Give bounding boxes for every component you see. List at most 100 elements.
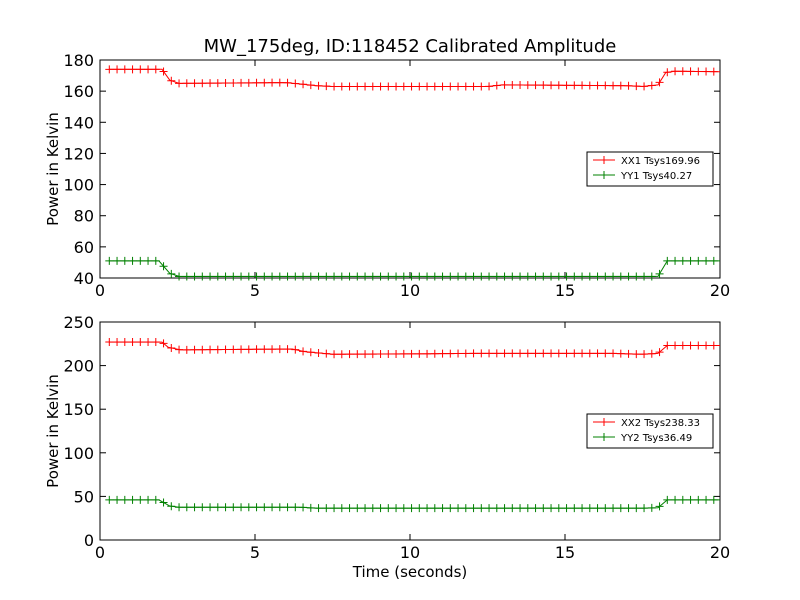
data-point bbox=[368, 272, 377, 281]
data-point bbox=[454, 349, 463, 358]
data-point bbox=[454, 504, 463, 513]
data-point bbox=[120, 338, 129, 347]
data-point bbox=[578, 504, 587, 513]
data-point bbox=[709, 341, 718, 350]
series-1 bbox=[105, 338, 720, 359]
legend-box bbox=[586, 151, 714, 187]
subplot-bottom-legend: XX2 Tsys238.33 YY2 Tsys36.49 bbox=[586, 413, 714, 449]
data-point bbox=[229, 345, 238, 354]
data-point bbox=[221, 503, 230, 512]
data-point bbox=[477, 504, 486, 513]
data-point bbox=[306, 272, 315, 281]
data-point bbox=[283, 272, 292, 281]
data-point bbox=[345, 272, 354, 281]
data-point bbox=[399, 272, 408, 281]
data-point bbox=[709, 495, 718, 504]
data-point bbox=[306, 503, 315, 512]
data-point bbox=[260, 503, 269, 512]
data-point bbox=[554, 272, 563, 281]
data-point bbox=[306, 81, 315, 90]
data-point bbox=[554, 81, 563, 90]
data-point bbox=[275, 503, 284, 512]
data-point bbox=[531, 81, 540, 90]
data-point bbox=[268, 503, 277, 512]
data-point bbox=[663, 495, 672, 504]
data-point bbox=[353, 272, 362, 281]
data-point bbox=[593, 349, 602, 358]
data-point bbox=[609, 81, 618, 90]
data-point bbox=[120, 495, 129, 504]
data-point bbox=[485, 272, 494, 281]
data-point bbox=[237, 78, 246, 87]
data-point bbox=[345, 82, 354, 91]
y-tick-label: 150 bbox=[63, 400, 94, 419]
data-point bbox=[547, 81, 556, 90]
data-point bbox=[206, 345, 215, 354]
data-point bbox=[221, 345, 230, 354]
data-point bbox=[477, 272, 486, 281]
data-point bbox=[454, 272, 463, 281]
data-point bbox=[694, 495, 703, 504]
data-point bbox=[446, 349, 455, 358]
data-point bbox=[167, 343, 176, 352]
data-point bbox=[136, 65, 145, 74]
data-point bbox=[361, 504, 370, 513]
data-point bbox=[640, 350, 649, 359]
data-point bbox=[516, 504, 525, 513]
data-point bbox=[516, 349, 525, 358]
x-tick-label: 20 bbox=[710, 281, 730, 300]
data-point bbox=[376, 504, 385, 513]
data-point bbox=[337, 350, 346, 359]
data-point bbox=[624, 272, 633, 281]
data-point bbox=[182, 503, 191, 512]
data-point bbox=[423, 349, 432, 358]
data-point bbox=[438, 349, 447, 358]
data-point bbox=[655, 502, 664, 511]
data-point bbox=[694, 256, 703, 265]
data-point bbox=[624, 349, 633, 358]
data-point bbox=[407, 82, 416, 91]
data-point bbox=[516, 81, 525, 90]
data-point bbox=[190, 272, 199, 281]
data-point bbox=[702, 256, 711, 265]
data-point bbox=[330, 350, 339, 359]
x-tick-label: 15 bbox=[555, 281, 575, 300]
data-point bbox=[686, 67, 695, 76]
data-point bbox=[151, 495, 160, 504]
y-tick-label: 40 bbox=[74, 269, 94, 288]
data-point bbox=[446, 504, 455, 513]
data-point bbox=[376, 272, 385, 281]
data-point bbox=[500, 349, 509, 358]
data-point bbox=[539, 349, 548, 358]
data-point bbox=[105, 256, 114, 265]
data-point bbox=[151, 65, 160, 74]
data-point bbox=[175, 345, 184, 354]
data-point bbox=[430, 349, 439, 358]
data-point bbox=[330, 504, 339, 513]
x-tick-label: 0 bbox=[95, 281, 105, 300]
data-point bbox=[120, 256, 129, 265]
data-point bbox=[562, 272, 571, 281]
data-point bbox=[291, 345, 300, 354]
data-point bbox=[345, 350, 354, 359]
data-point bbox=[407, 349, 416, 358]
data-point bbox=[399, 82, 408, 91]
data-point bbox=[306, 348, 315, 357]
data-point bbox=[554, 504, 563, 513]
data-point bbox=[601, 504, 610, 513]
data-point bbox=[206, 272, 215, 281]
data-point bbox=[229, 503, 238, 512]
y-tick-label: 100 bbox=[63, 444, 94, 463]
data-point bbox=[539, 272, 548, 281]
data-point bbox=[492, 349, 501, 358]
data-point bbox=[469, 504, 478, 513]
data-point bbox=[616, 81, 625, 90]
data-point bbox=[461, 82, 470, 91]
data-point bbox=[609, 504, 618, 513]
data-point bbox=[585, 349, 594, 358]
data-point bbox=[291, 272, 300, 281]
data-point bbox=[314, 504, 323, 513]
y-tick-label: 100 bbox=[63, 176, 94, 195]
chart-title: MW_175deg, ID:118452 Calibrated Amplitud… bbox=[204, 36, 617, 57]
